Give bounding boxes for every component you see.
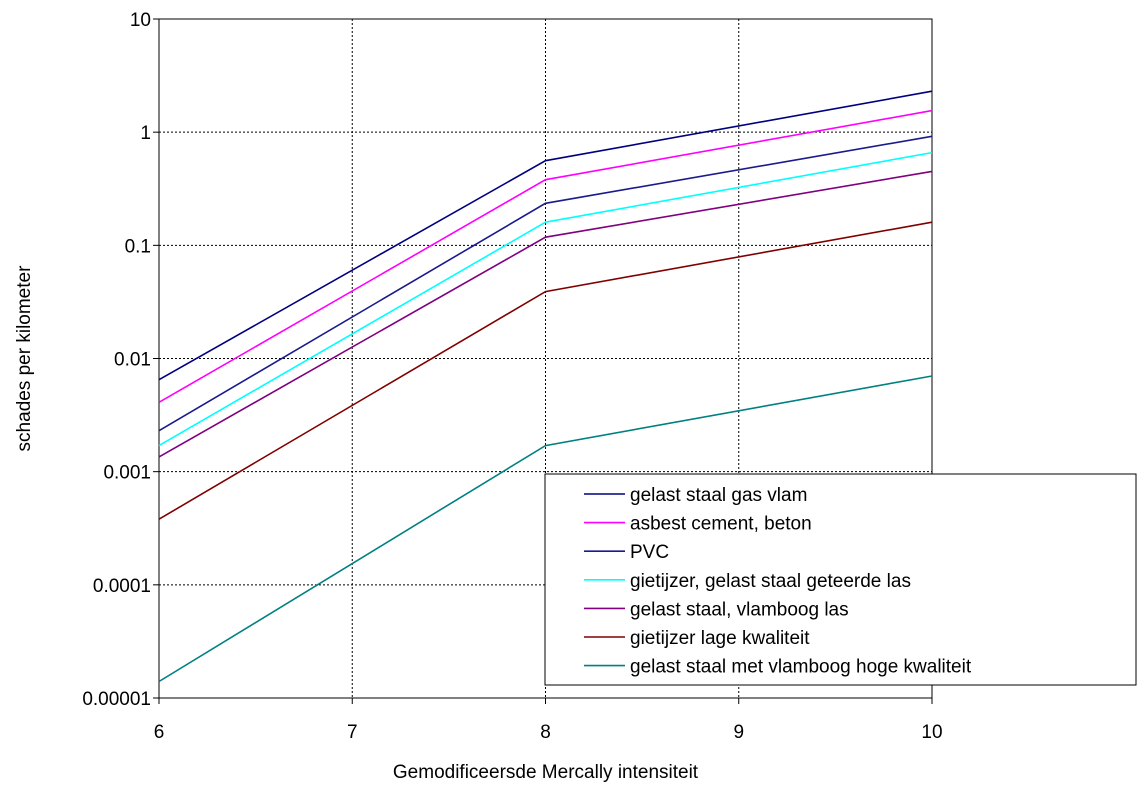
y-axis-title: schades per kilometer — [14, 265, 35, 452]
legend: gelast staal gas vlam asbest cement, beto… — [544, 473, 1137, 686]
y-axis-ticks: 0.00001 0.0001 0.001 0.01 0.1 1 10 — [82, 10, 159, 710]
series-line-6 — [158, 221, 933, 520]
legend-label: gietijzer, gelast staal geteerde las — [630, 571, 911, 592]
y-tick-label: 0.1 — [125, 236, 151, 257]
series-line-3 — [158, 135, 933, 432]
y-tick-label: 0.0001 — [93, 576, 151, 597]
legend-label: PVC — [630, 542, 669, 563]
series-line-2 — [158, 109, 933, 403]
series-line-5 — [158, 170, 933, 458]
legend-label: gelast staal, vlamboog las — [630, 599, 849, 620]
x-tick-label: 6 — [154, 722, 165, 743]
series-line-4 — [158, 151, 933, 447]
legend-label: asbest cement, beton — [630, 514, 812, 535]
y-tick-label: 1 — [140, 123, 151, 144]
x-tick-label: 8 — [540, 722, 551, 743]
y-tick-label: 10 — [130, 10, 151, 31]
x-axis-ticks: 6 7 8 9 10 — [154, 698, 943, 743]
y-tick-label: 0.001 — [103, 463, 151, 484]
y-tick-label: 0.00001 — [82, 689, 151, 710]
legend-label: gelast staal gas vlam — [630, 485, 807, 506]
legend-label: gelast staal met vlamboog hoge kwaliteit — [630, 657, 972, 678]
legend-label: gietijzer lage kwaliteit — [630, 628, 810, 649]
x-axis-title: Gemodificeersde Mercally intensiteit — [393, 762, 699, 783]
series-lines — [158, 90, 933, 683]
x-tick-label: 10 — [921, 722, 942, 743]
legend-box — [544, 473, 1137, 686]
x-tick-label: 7 — [347, 722, 358, 743]
x-tick-label: 9 — [733, 722, 744, 743]
series-line-1 — [158, 90, 933, 381]
series-line-7 — [158, 375, 933, 683]
y-tick-label: 0.01 — [114, 350, 151, 371]
